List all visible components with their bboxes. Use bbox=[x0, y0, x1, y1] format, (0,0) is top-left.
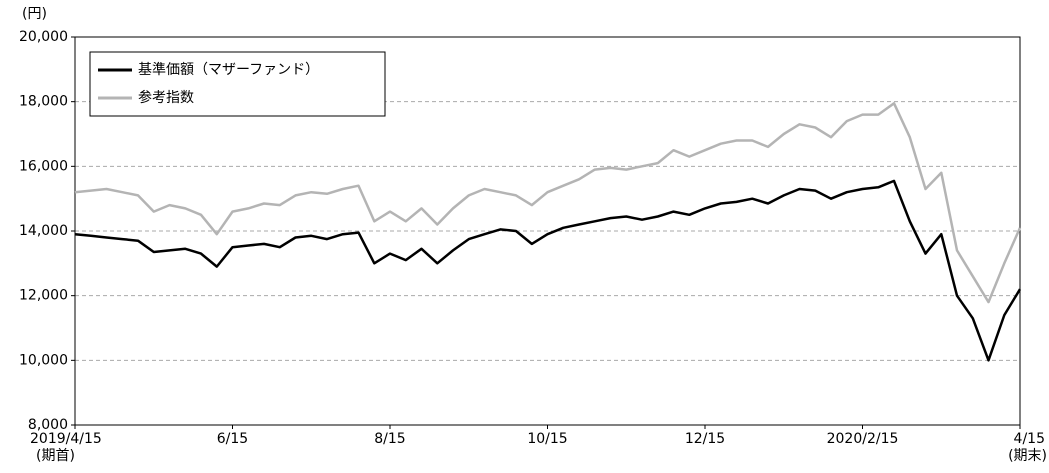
x-tick-label: 2019/4/15 bbox=[30, 431, 102, 447]
x-tick-label: 8/15 bbox=[374, 431, 405, 447]
x-note: (期首) bbox=[36, 448, 75, 464]
legend-label: 基準価額（マザーファンド） bbox=[138, 61, 319, 78]
x-tick-label: 10/15 bbox=[527, 431, 567, 447]
x-tick-label: 4/15 bbox=[1014, 431, 1045, 447]
legend-box bbox=[89, 51, 386, 117]
y-tick-label: 18,000 bbox=[19, 94, 68, 110]
y-tick-label: 16,000 bbox=[19, 158, 68, 174]
x-tick-label: 2020/2/15 bbox=[827, 431, 899, 447]
y-tick-label: 12,000 bbox=[19, 288, 68, 304]
series-line bbox=[74, 179, 1022, 362]
legend-label: 参考指数 bbox=[138, 89, 194, 106]
y-tick-label: 10,000 bbox=[19, 352, 68, 368]
y-unit: (円) bbox=[22, 6, 47, 22]
x-tick-label: 6/15 bbox=[217, 431, 248, 447]
x-tick-label: 12/15 bbox=[685, 431, 725, 447]
x-note: (期末) bbox=[1008, 448, 1047, 464]
y-tick-label: 8,000 bbox=[28, 417, 68, 433]
y-tick-label: 14,000 bbox=[19, 223, 68, 239]
series-line bbox=[74, 102, 1022, 304]
y-tick-label: 20,000 bbox=[19, 29, 68, 45]
